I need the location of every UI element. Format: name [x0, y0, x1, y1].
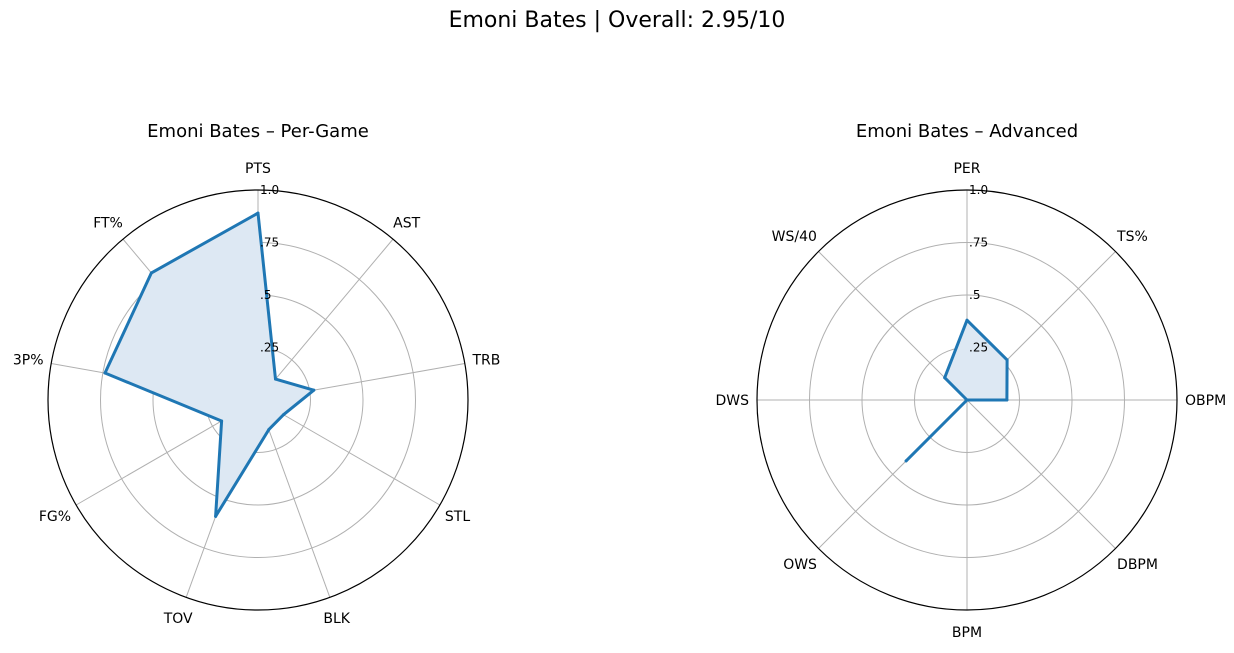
data-point-trb	[312, 388, 316, 392]
data-point-ast	[274, 377, 278, 381]
series-line	[904, 318, 1009, 463]
series-line	[103, 211, 316, 518]
axis-label-stl: STL	[445, 509, 470, 525]
series-fill	[105, 213, 314, 517]
axis-label-ts-: TS%	[1116, 229, 1148, 245]
r-tick-label: .5	[969, 288, 980, 302]
axis-label-per: PER	[953, 161, 980, 177]
spoke-ws-40	[818, 251, 968, 401]
r-tick-label: .75	[260, 236, 279, 250]
data-point-pts	[256, 211, 260, 215]
r-tick-label: .5	[260, 288, 271, 302]
r-tick-label: .25	[260, 341, 279, 355]
r-tick-label: 1.0	[969, 183, 988, 197]
axis-label-ast: AST	[393, 215, 420, 231]
chart-title: Emoni Bates – Per-Game	[147, 121, 369, 142]
data-point-ts-	[1005, 358, 1009, 362]
axis-label-ft-: FT%	[93, 215, 123, 231]
data-point-ft-	[149, 271, 153, 275]
data-point-tov	[214, 514, 218, 518]
r-tick-label: .75	[969, 236, 988, 250]
spoke-ast	[257, 238, 394, 401]
spoke-stl	[257, 399, 441, 506]
axis-label-dbpm: DBPM	[1117, 557, 1158, 573]
data-point-3p-	[103, 371, 107, 375]
axis-label-obpm: OBPM	[1185, 393, 1226, 409]
data-point-obpm	[1005, 398, 1009, 402]
axis-label-ws-40: WS/40	[772, 229, 817, 245]
axis-label-dws: DWS	[715, 393, 749, 409]
data-point-ws-40	[943, 376, 947, 380]
data-point-per	[965, 318, 969, 322]
data-point-stl	[281, 413, 285, 417]
chart-title: Emoni Bates – Advanced	[856, 121, 1078, 142]
axis-label-fg-: FG%	[39, 509, 71, 525]
spoke-dbpm	[966, 399, 1116, 549]
spoke-blk	[257, 399, 331, 598]
data-point-ows	[904, 459, 908, 463]
axis-label-blk: BLK	[323, 611, 350, 627]
series-fill	[906, 320, 1008, 461]
data-point-blk	[267, 428, 271, 432]
axis-label-tov: TOV	[163, 611, 193, 627]
axis-label-3p-: 3P%	[13, 353, 44, 369]
axis-label-pts: PTS	[245, 161, 271, 177]
axis-label-bpm: BPM	[952, 625, 982, 641]
data-point-fg-	[220, 419, 224, 423]
axis-label-ows: OWS	[783, 557, 817, 573]
data-point-dws	[965, 398, 969, 402]
axis-label-trb: TRB	[471, 353, 500, 369]
polar-frame	[756, 189, 1178, 611]
figure-title: Emoni Bates | Overall: 2.95/10	[448, 8, 786, 33]
r-tick-label: .25	[969, 341, 988, 355]
polar-frame	[47, 189, 469, 611]
r-tick-label: 1.0	[260, 183, 279, 197]
